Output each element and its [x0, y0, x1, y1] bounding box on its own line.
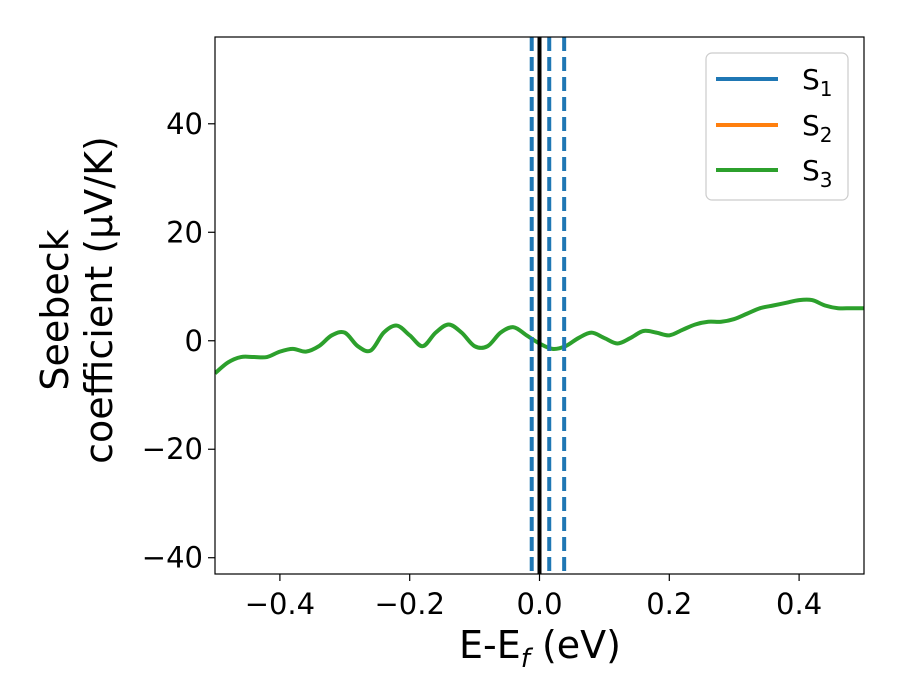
legend: S1 S2 S3	[705, 52, 849, 201]
x-tick-label: −0.4	[245, 587, 315, 621]
y-tick-label: 0	[185, 324, 203, 358]
y-axis-label-line1: Seebeck	[33, 229, 77, 390]
x-tick-label: 0.4	[776, 587, 822, 621]
legend-label-s1: S1	[802, 63, 833, 101]
x-axis-label: E-Ef (eV)	[459, 623, 621, 674]
x-tick-label: 0.2	[646, 587, 692, 621]
y-axis-label-line2: coefficient (μV/K)	[77, 136, 121, 464]
x-axis-label-unit: (eV)	[530, 623, 621, 667]
axis-ticks: −0.4 −0.2 0.0 0.2 0.4 −40 −20 0 20 40	[142, 107, 822, 621]
y-tick-label: −40	[142, 541, 203, 575]
y-tick-label: 20	[166, 215, 203, 249]
legend-label-s2: S2	[802, 109, 833, 147]
y-tick-label: 40	[166, 107, 203, 141]
y-tick-label: −20	[142, 432, 203, 466]
x-tick-label: −0.2	[374, 587, 444, 621]
plot-area	[215, 37, 864, 574]
plot-series	[215, 37, 864, 574]
plot-frame	[214, 36, 865, 575]
legend-label-s3: S3	[802, 154, 833, 192]
x-tick-label: 0.0	[516, 587, 562, 621]
